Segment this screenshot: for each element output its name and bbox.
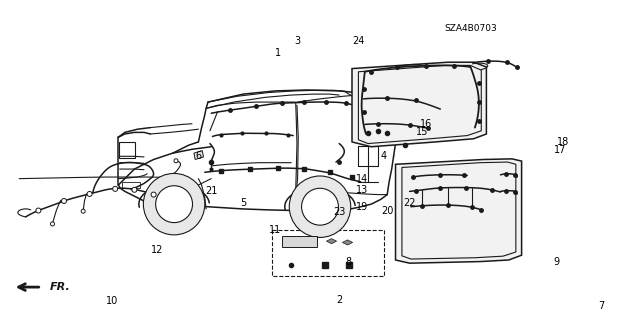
Text: 17: 17 [554,145,566,155]
Text: 15: 15 [416,127,429,137]
Text: 24: 24 [352,36,365,47]
Text: FR.: FR. [50,282,70,292]
Text: 12: 12 [150,245,163,256]
Text: SZA4B0703: SZA4B0703 [444,24,497,33]
Polygon shape [396,159,522,263]
Text: 23: 23 [333,207,346,217]
Text: 22: 22 [403,197,416,208]
Text: 19: 19 [355,202,368,212]
Bar [282,236,317,247]
Circle shape [289,176,351,237]
Text: 5: 5 [240,197,246,208]
Text: 18: 18 [557,137,570,147]
Bar [122,182,140,188]
Circle shape [151,192,156,197]
Circle shape [113,186,118,191]
Text: 9: 9 [554,256,560,267]
Polygon shape [194,151,204,160]
Text: 6: 6 [195,151,202,161]
Bar [272,230,384,276]
Text: 13: 13 [355,185,368,195]
Text: 2: 2 [336,295,342,305]
Polygon shape [342,240,353,245]
Text: 3: 3 [294,36,301,47]
Circle shape [87,191,92,197]
Circle shape [36,208,41,213]
Polygon shape [352,62,486,147]
Text: 10: 10 [106,296,118,307]
Text: 11: 11 [269,225,282,235]
Circle shape [174,159,178,163]
Circle shape [61,198,67,204]
Text: 14: 14 [355,174,368,184]
Text: 16: 16 [419,119,432,130]
Circle shape [301,188,339,225]
Text: 8: 8 [346,256,352,267]
Circle shape [81,209,85,213]
Text: 1: 1 [275,48,282,58]
Text: 21: 21 [205,186,218,197]
Text: 7: 7 [598,301,605,311]
Circle shape [132,187,137,192]
Bar [119,142,135,158]
Text: 20: 20 [381,205,394,216]
Circle shape [51,222,54,226]
Polygon shape [326,239,337,244]
Circle shape [143,174,205,235]
Text: 4: 4 [381,151,387,161]
Circle shape [156,186,193,223]
